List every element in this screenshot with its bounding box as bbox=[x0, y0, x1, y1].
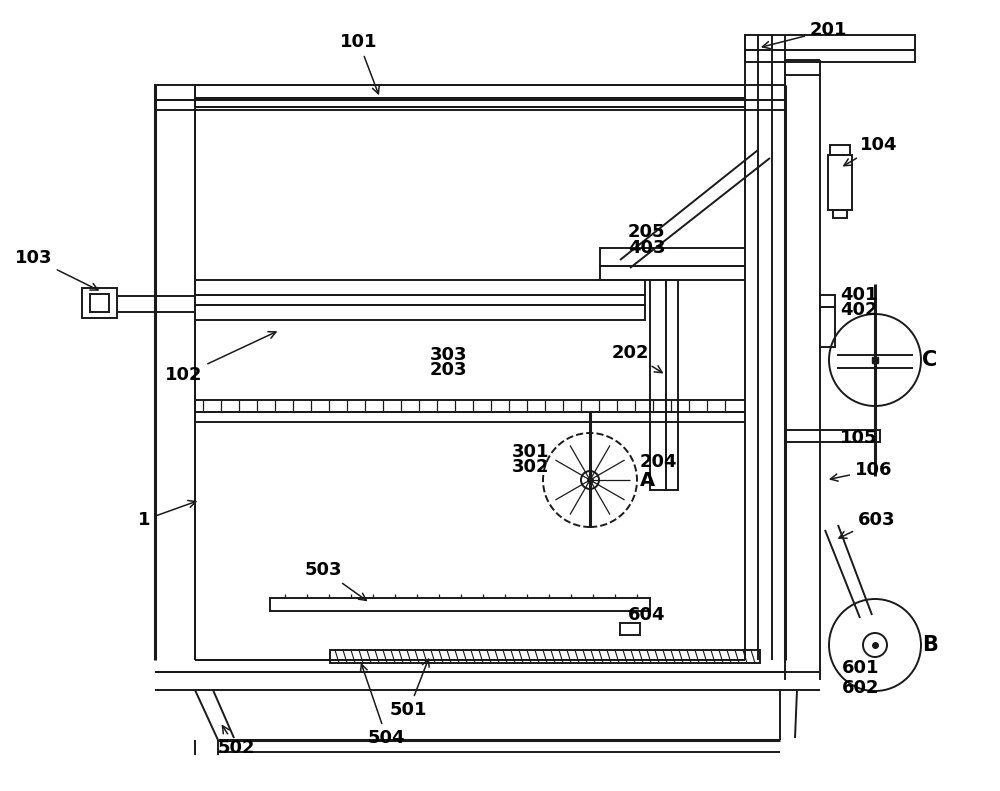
Bar bbox=[82, 288, 117, 318]
Bar bbox=[830, 145, 850, 155]
Text: 105: 105 bbox=[840, 429, 878, 447]
Text: 501: 501 bbox=[390, 659, 429, 719]
Text: 202: 202 bbox=[612, 344, 662, 373]
Bar bbox=[155, 100, 785, 110]
Bar bbox=[820, 295, 835, 307]
Text: 303: 303 bbox=[430, 346, 468, 364]
Bar bbox=[330, 650, 760, 663]
Bar bbox=[650, 280, 666, 490]
Bar bbox=[155, 85, 785, 100]
Text: 403: 403 bbox=[628, 239, 666, 257]
Text: 205: 205 bbox=[628, 223, 666, 241]
Bar bbox=[195, 295, 645, 305]
Bar bbox=[828, 155, 852, 210]
Bar bbox=[195, 400, 745, 412]
Bar bbox=[195, 280, 645, 295]
Text: 204: 204 bbox=[640, 453, 678, 471]
Bar bbox=[195, 305, 645, 320]
Text: 201: 201 bbox=[762, 21, 848, 48]
Bar bbox=[745, 35, 915, 50]
Text: 502: 502 bbox=[218, 726, 256, 757]
Bar bbox=[785, 430, 880, 442]
Text: 203: 203 bbox=[430, 361, 468, 379]
Text: 104: 104 bbox=[844, 136, 898, 165]
Text: C: C bbox=[922, 350, 937, 370]
Text: 503: 503 bbox=[305, 561, 366, 600]
Bar bbox=[195, 98, 745, 107]
Text: 602: 602 bbox=[842, 679, 880, 697]
Text: 103: 103 bbox=[15, 249, 98, 290]
Text: 603: 603 bbox=[839, 511, 896, 538]
Text: 301: 301 bbox=[512, 443, 550, 461]
Bar bbox=[833, 210, 847, 218]
Text: 1: 1 bbox=[138, 501, 196, 529]
Bar bbox=[620, 623, 640, 635]
Text: 604: 604 bbox=[628, 606, 666, 624]
Text: B: B bbox=[922, 635, 938, 655]
Text: 102: 102 bbox=[165, 331, 276, 384]
Bar bbox=[195, 85, 745, 98]
Text: A: A bbox=[640, 471, 655, 490]
Text: 402: 402 bbox=[840, 301, 878, 319]
Bar bbox=[90, 294, 109, 312]
Bar bbox=[270, 598, 650, 611]
Bar bbox=[600, 248, 745, 266]
Bar bbox=[820, 307, 835, 347]
Text: 601: 601 bbox=[842, 659, 880, 677]
Text: 101: 101 bbox=[340, 33, 379, 94]
Text: 504: 504 bbox=[360, 664, 406, 747]
Bar bbox=[666, 280, 678, 490]
Text: 106: 106 bbox=[830, 461, 893, 481]
Bar bbox=[195, 412, 745, 422]
Text: 401: 401 bbox=[840, 286, 878, 304]
Bar bbox=[745, 50, 915, 62]
Bar bbox=[600, 266, 745, 280]
Text: 302: 302 bbox=[512, 458, 550, 476]
